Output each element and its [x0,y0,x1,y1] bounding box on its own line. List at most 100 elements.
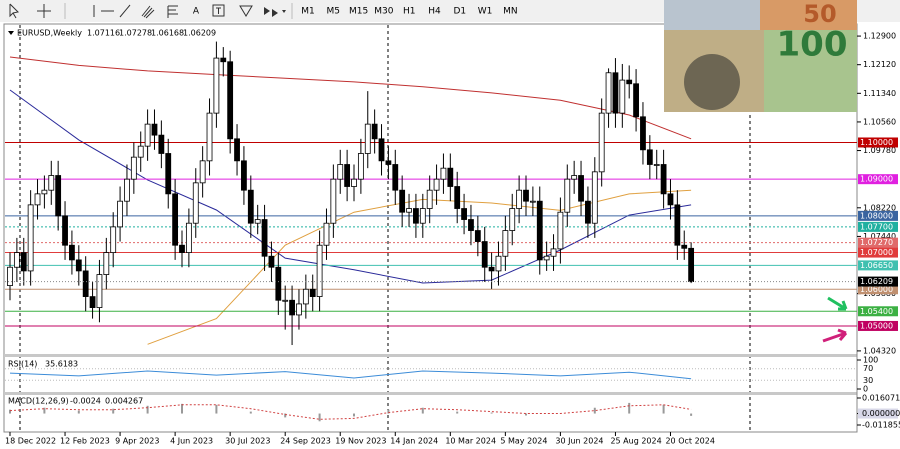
candle-body [578,175,584,202]
candle-body [660,164,667,195]
candle-body [199,160,206,184]
macd-signal-value: 0.004267 [105,397,143,406]
text-tool[interactable]: A [193,7,200,17]
candle-body [82,270,89,297]
candle-body [103,252,110,275]
y-tick-label: 1.12120 [863,60,896,69]
x-tick-label: 12 Feb 2023 [60,437,110,446]
timeframe-button[interactable]: H4 [428,7,441,17]
label-tool[interactable] [212,4,225,17]
candle-body [172,193,179,246]
candle-body [268,255,275,268]
ohlc-value: 1.07278 [119,29,152,38]
x-tick-label: 4 Jun 2023 [170,437,213,446]
candle-body [7,266,13,286]
moving-average [9,89,692,284]
y-tick-label: 1.04320 [863,346,896,355]
candle-body [571,175,578,180]
candle-body [96,274,103,309]
candle-body [509,208,516,231]
arrow-tool[interactable] [239,5,253,17]
rsi-tick-label: 70 [863,364,873,373]
x-tick-label: 9 Apr 2023 [115,437,159,446]
timeframe-button[interactable]: M1 [301,7,315,17]
candle-body [261,219,268,257]
timeframe-button[interactable]: W1 [478,7,493,17]
price-level-tag [858,210,898,221]
candle-body [640,116,646,151]
menu-triangle[interactable] [8,31,14,35]
price-level-label: 1.05400 [860,307,893,316]
macd-main-value: -0.0024 [70,397,101,406]
timeframe-button[interactable]: H1 [403,7,416,17]
x-tick-label: 20 Oct 2024 [665,437,714,446]
trendline-icon[interactable] [119,4,131,18]
x-tick-label: 19 Nov 2023 [335,437,386,446]
macd-tick-label: 0.000000 [862,409,900,418]
candle-body [612,72,619,114]
candle-body [585,200,591,224]
candle-body [220,57,227,63]
candle-body [89,296,96,309]
candle-body [316,244,323,297]
price-level-tag [858,221,898,232]
candle-body [454,186,461,209]
candle-body [124,178,130,202]
cursor-icon[interactable] [9,3,20,19]
candle-body [550,248,557,257]
candle-body [413,208,419,224]
shapes-tool[interactable] [264,7,278,17]
moving-average [9,56,692,140]
candle-body [406,208,412,213]
candle-body [117,200,123,228]
candle-body [495,255,502,272]
candle-body [185,222,192,253]
timeframe-button[interactable]: M30 [374,7,393,17]
candle-body [440,167,447,180]
price-level-tag [858,320,898,331]
candle-body [282,299,289,302]
candle-body [213,57,220,114]
candle-body [626,79,633,85]
timeframe-button[interactable]: D1 [453,7,466,17]
dropdown[interactable] [282,10,286,13]
price-level-tag [858,237,898,248]
crosshair-icon[interactable] [37,4,51,18]
panel-separator [4,392,857,395]
timeframe-button[interactable]: M5 [327,7,341,17]
rsi-tick-label: 0 [863,385,868,394]
channel-icon[interactable] [141,5,155,19]
candle-body [323,222,330,246]
candle-body [605,72,612,114]
candle-body [27,204,34,272]
ohlc-value: 1.06209 [183,29,216,38]
candle-body [206,112,213,162]
candle-body [447,167,454,187]
timeframe-button[interactable]: MN [503,7,518,17]
candle-body [557,211,564,250]
panel-separator [4,354,857,357]
y-tick-label: 1.12900 [863,32,896,41]
fibo-icon[interactable] [167,5,178,18]
candle-body [289,299,295,316]
price-level-label: 1.07000 [860,248,893,257]
price-level-label: 1.10000 [860,138,893,147]
candle-body [543,255,550,261]
price-level-tag [858,260,898,271]
candle-body [275,266,282,301]
candle-body [227,61,234,140]
price-level-tag [858,137,898,148]
candle-body [426,189,433,209]
candle-body [591,171,598,224]
banknote-image: 100 50 [664,0,857,112]
price-chart: 1.12900 1.12120 1.11340 1.10560 1.09780 1.082… [4,24,900,446]
candle-body [254,219,261,224]
rsi-label: RSI(14) [8,360,37,369]
current-price-tag [858,276,898,287]
candle-body [137,145,144,158]
timeframe-button[interactable]: M15 [349,7,368,17]
y-tick-label: 1.07440 [863,232,896,241]
candle-body [69,244,75,261]
candle-body [41,189,48,195]
